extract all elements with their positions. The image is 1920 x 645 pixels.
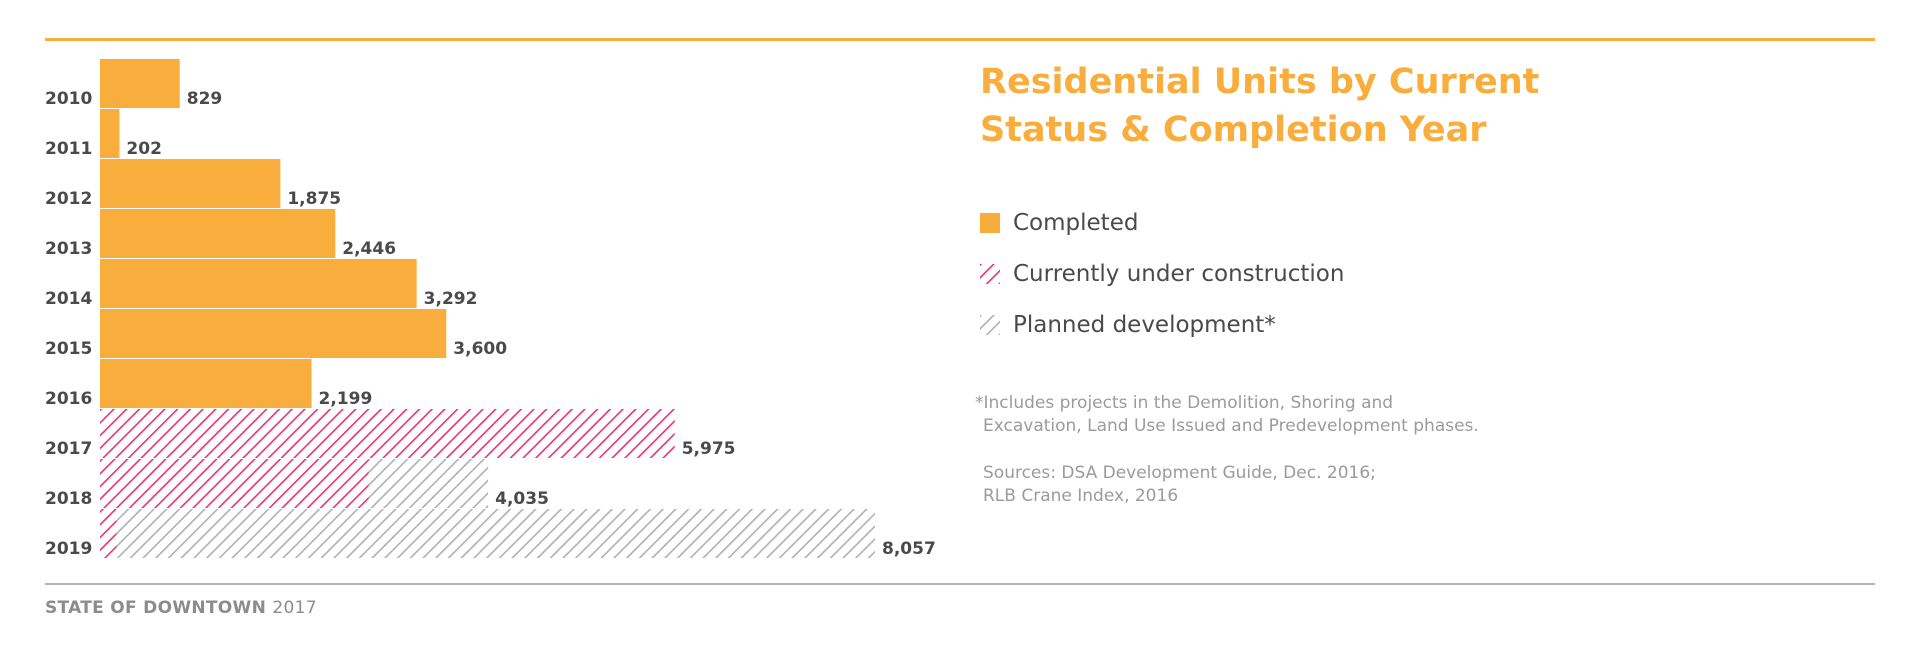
year-label-2012: 2012 — [45, 189, 92, 209]
bars-group — [100, 59, 875, 558]
bar-construction-2019 — [100, 509, 117, 558]
value-label-2017: 5,975 — [682, 439, 736, 459]
legend-item-planned: Planned development* — [980, 299, 1344, 350]
chart-title-line1: Residential Units by Current — [980, 62, 1540, 102]
bar-construction-2017 — [100, 409, 675, 458]
completed-swatch-icon — [980, 212, 1000, 233]
bar-completed-2014 — [100, 259, 417, 308]
value-label-2014: 3,292 — [424, 289, 478, 309]
year-label-2010: 2010 — [45, 89, 92, 109]
top-divider — [45, 38, 1875, 41]
footer-label: STATE OF DOWNTOWN — [45, 598, 267, 618]
sources-line-1: Sources: DSA Development Guide, Dec. 201… — [983, 463, 1376, 483]
year-label-2015: 2015 — [45, 339, 92, 359]
value-label-2011: 202 — [126, 139, 161, 159]
bar-completed-2013 — [100, 209, 336, 258]
value-label-2018: 4,035 — [495, 489, 549, 509]
year-label-2018: 2018 — [45, 489, 92, 509]
bar-planned-2019 — [116, 509, 875, 558]
sources-line-2: RLB Crane Index, 2016 — [983, 486, 1179, 506]
bar-completed-2012 — [100, 159, 281, 208]
year-label-2019: 2019 — [45, 539, 92, 559]
construction-hatch-swatch-icon — [980, 263, 1000, 284]
bar-completed-2016 — [100, 359, 312, 408]
value-label-2010: 829 — [187, 89, 223, 109]
chart-title: Residential Units by Current Status & Co… — [980, 58, 1680, 154]
bar-chart: 2010 2011 2012 2013 2014 2015 2016 2017 2018 2019… — [45, 59, 936, 559]
bar-planned-2018 — [368, 459, 489, 508]
legend-item-completed: Completed — [980, 197, 1344, 248]
planned-hatch-swatch-icon — [980, 314, 1000, 335]
bar-completed-2015 — [100, 309, 447, 358]
year-label-2017: 2017 — [45, 439, 92, 459]
year-label-2013: 2013 — [45, 239, 92, 259]
bar-completed-2010 — [100, 59, 180, 108]
year-labels-group: 2010 2011 2012 2013 2014 2015 2016 2017 2018 2019 — [45, 89, 92, 559]
year-label-2016: 2016 — [45, 389, 92, 409]
bar-completed-2011 — [100, 109, 120, 158]
value-label-2016: 2,199 — [319, 389, 373, 409]
footer: STATE OF DOWNTOWN 2017 — [45, 598, 317, 618]
value-label-2013: 2,446 — [342, 239, 396, 259]
value-label-2015: 3,600 — [453, 339, 507, 359]
chart-title-line2: Status & Completion Year — [980, 110, 1487, 150]
footer-year: 2017 — [272, 598, 317, 618]
legend-item-construction: Currently under construction — [980, 248, 1344, 299]
footnote-line-1: *Includes projects in the Demolition, Sh… — [975, 393, 1394, 413]
year-label-2011: 2011 — [45, 139, 92, 159]
legend: Completed Currently under construction P… — [980, 197, 1344, 350]
value-label-2012: 1,875 — [287, 189, 341, 209]
bar-construction-2018 — [100, 459, 369, 508]
value-label-2019: 8,057 — [882, 539, 936, 559]
footnote-line-2: Excavation, Land Use Issued and Predevel… — [983, 416, 1479, 436]
year-label-2014: 2014 — [45, 289, 92, 309]
bottom-divider — [45, 583, 1875, 585]
legend-label-construction: Currently under construction — [1013, 260, 1345, 287]
legend-label-planned: Planned development* — [1013, 311, 1276, 338]
legend-label-completed: Completed — [1013, 209, 1139, 236]
chart-notes: *Includes projects in the Demolition, Sh… — [975, 392, 1479, 508]
value-labels-group: 829 202 1,875 2,446 3,292 3,600 2,199 5,975 4,03… — [126, 89, 935, 559]
